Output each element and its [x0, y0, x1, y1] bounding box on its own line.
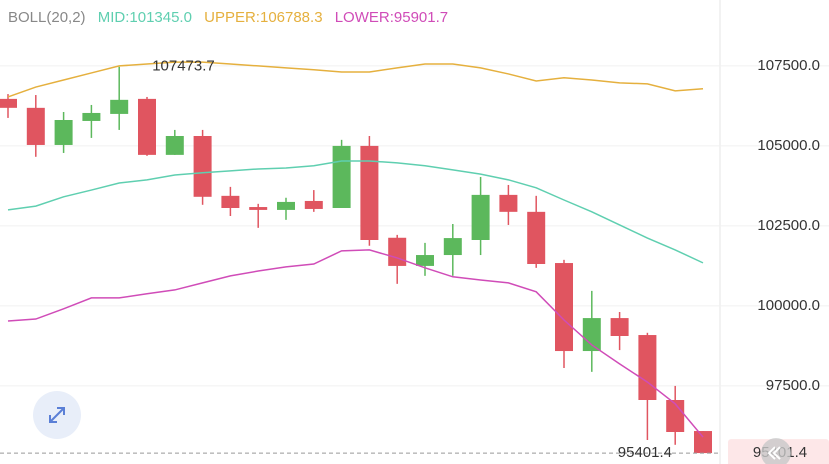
scroll-latest-icon: [767, 446, 781, 460]
candle-body: [82, 112, 101, 121]
candle-body: [416, 255, 434, 266]
expand-button[interactable]: [33, 391, 81, 439]
y-tick-label: 102500.0: [757, 217, 820, 234]
band-line: [7, 160, 704, 264]
indicator-name: BOLL(20,2): [8, 9, 86, 26]
candle-body: [277, 201, 295, 210]
candle-body: [221, 195, 240, 208]
legend-entry: MID:101345.0: [98, 9, 192, 26]
candle-body: [471, 194, 490, 240]
legend-entry: UPPER:106788.3: [204, 9, 322, 26]
candle-body: [638, 335, 657, 400]
last-price-text: 95401.4: [618, 444, 672, 461]
candle-body: [54, 120, 73, 145]
candle-body: [443, 238, 462, 256]
candle-body: [193, 136, 212, 197]
candle-body: [527, 211, 546, 264]
band-line: [7, 61, 704, 98]
candle-body: [332, 145, 351, 208]
y-tick-label: 107500.0: [757, 57, 820, 74]
candle-body: [666, 400, 685, 432]
candle-body: [555, 263, 573, 352]
candle-body: [499, 194, 518, 212]
candle-body: [388, 237, 407, 266]
y-tick-label: 105000.0: [757, 137, 820, 154]
candle-body: [26, 107, 45, 145]
candle-body: [165, 136, 184, 155]
candle-body: [138, 98, 156, 155]
candle-body: [0, 98, 17, 108]
plot: 97500.0 100000.0 102500.0 105000.0 107500.0 1…: [0, 57, 829, 464]
candle-body: [610, 318, 629, 336]
candle-body: [110, 99, 129, 114]
candle-body: [249, 207, 268, 210]
candle-body: [304, 200, 323, 209]
band-line: [7, 249, 704, 438]
y-tick-label: 97500.0: [766, 377, 820, 394]
y-tick-label: 100000.0: [757, 297, 820, 314]
candle-body: [694, 431, 712, 454]
legend-entry: LOWER:95901.7: [335, 9, 448, 26]
candle-body: [582, 318, 601, 352]
max-label: 107473.7: [152, 58, 215, 75]
indicator-legend: BOLL(20,2) MID:101345.0 UPPER:106788.3 L…: [8, 9, 448, 26]
candle-body: [360, 145, 379, 240]
